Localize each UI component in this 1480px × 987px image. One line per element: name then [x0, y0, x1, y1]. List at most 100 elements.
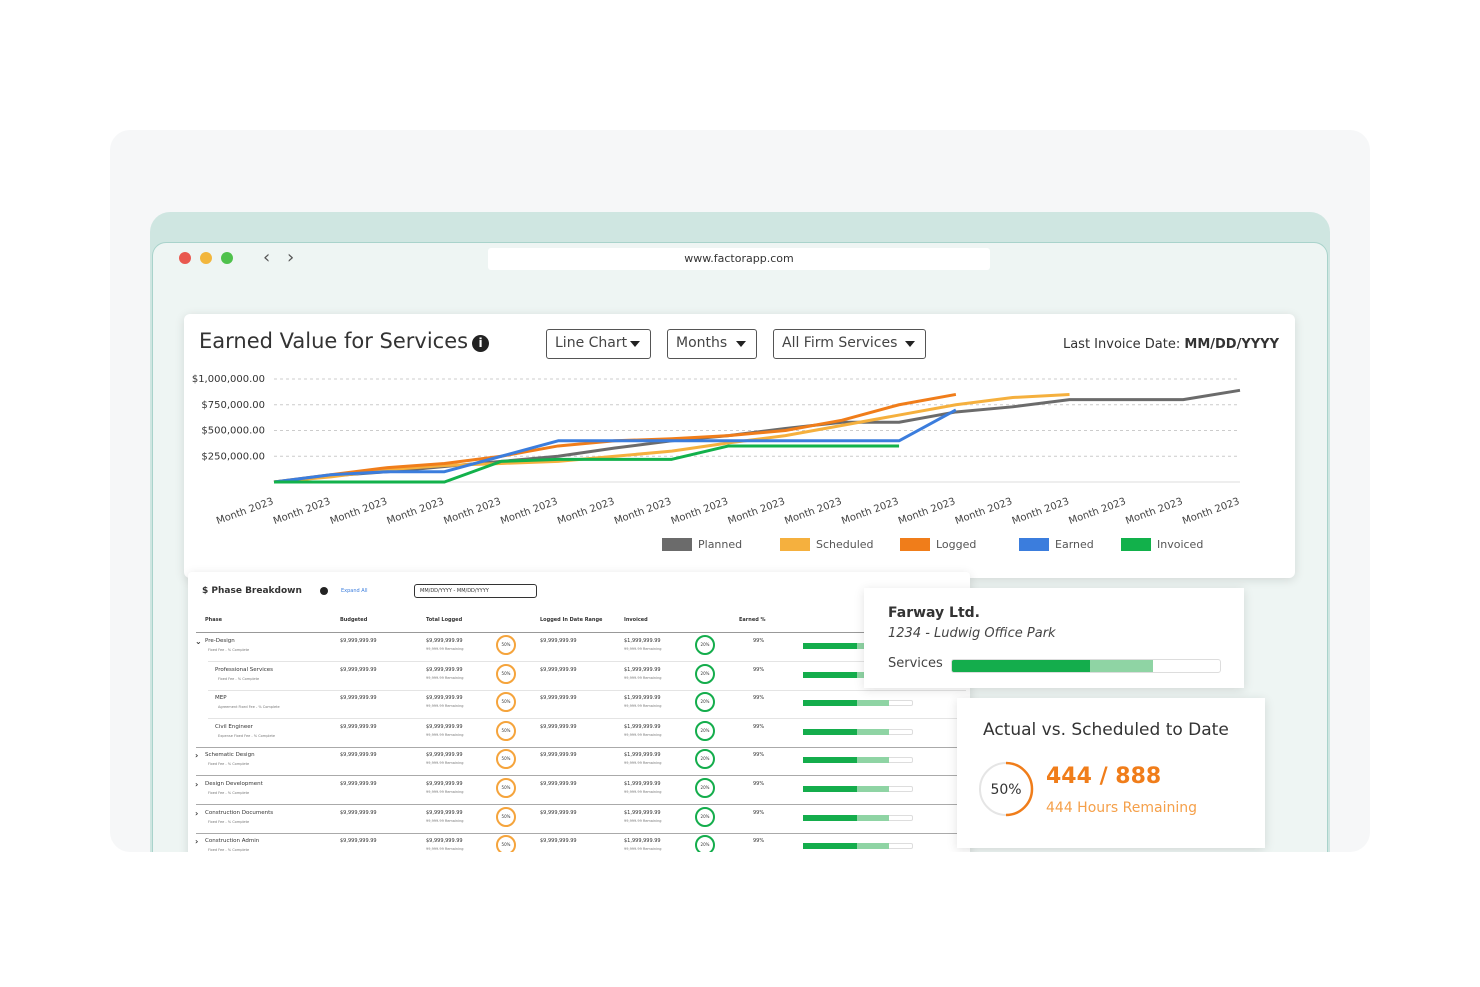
legend-swatch [900, 538, 930, 551]
x-tick-label: Month 2023 [613, 496, 673, 527]
expand-all[interactable]: Expand All [341, 588, 368, 594]
phase-name: Design Development [205, 781, 263, 787]
forward-button[interactable]: › [287, 247, 295, 268]
invoiced: $1,999,999.99 [624, 838, 661, 845]
phase-breakdown-title: $ Phase Breakdown [202, 586, 302, 596]
earned-bar-actual [803, 728, 857, 735]
phase-name: Construction Documents [205, 809, 274, 816]
invoiced-ring: 20% [695, 663, 715, 684]
earned-pct: 99% [753, 838, 765, 845]
budgeted: $9,999,999.99 [340, 723, 377, 730]
column-header: Total Logged [426, 617, 463, 623]
logged-ring: 50% [496, 635, 516, 655]
x-tick-label: Month 2023 [386, 496, 446, 527]
expand-toggle: › [195, 780, 199, 789]
close-button[interactable] [179, 252, 191, 264]
x-tick-label: Month 2023 [1181, 496, 1241, 527]
logged-in-range: $9,999,999.99 [540, 809, 577, 816]
x-tick-label: Month 2023 [1067, 496, 1127, 527]
invoiced-remaining: 99,999.99 Remaining [624, 704, 662, 709]
earned-pct: 99% [753, 781, 765, 787]
invoiced: $1,999,999.99 [624, 666, 661, 673]
logged-remaining: 99,999.99 Remaining [426, 647, 464, 651]
budgeted: $9,999,999.99 [340, 752, 377, 759]
logged-in-range: $9,999,999.99 [540, 723, 577, 730]
last-invoice-label: Last Invoice Date: [1062, 337, 1181, 352]
expand-toggle: ⌄ [195, 637, 202, 646]
invoiced: $1,999,999.99 [624, 752, 661, 759]
total-logged: $9,999,999.99 [426, 695, 463, 702]
services-dropdown[interactable]: All Firm Services [773, 329, 926, 359]
logged-in-range: $9,999,999.99 [540, 666, 577, 673]
actual-title: Actual vs. Scheduled to Date [983, 720, 1229, 740]
budgeted: $9,999,999.99 [340, 809, 377, 816]
chart: $250,000.00 $500,000.00 $750,000.00 $1,000,… [192, 374, 1241, 551]
invoiced-remaining: 99,999.99 Remaining [624, 732, 662, 737]
chart-type-dropdown[interactable]: Line Chart [546, 329, 651, 359]
logged-ring: 50% [496, 778, 516, 798]
total-logged: $9,999,999.99 [426, 638, 463, 644]
hours-remaining: 444 Hours Remaining [1046, 800, 1197, 816]
info-icon[interactable]: i [472, 335, 489, 352]
series-line [273, 392, 957, 484]
ring-progress [1005, 761, 1034, 817]
logged-in-range: $9,999,999.99 [540, 752, 577, 759]
legend-swatch [780, 538, 810, 551]
maximize-button[interactable] [221, 252, 233, 264]
earned-pct: 99% [753, 638, 765, 644]
services-label: Services [888, 656, 943, 671]
client-card: Farway Ltd. 1234 - Ludwig Office Park Se… [864, 588, 1244, 688]
column-header: Invoiced [624, 617, 648, 623]
logged-remaining: 99,999.99 Remaining [426, 847, 464, 852]
date-range-input[interactable]: MM/DD/YYYY - MM/DD/YYYY [414, 584, 537, 598]
client-name: Farway Ltd. [888, 605, 980, 621]
x-tick-label: Month 2023 [329, 496, 389, 527]
invoiced-remaining: 99,999.99 Remaining [624, 790, 662, 794]
x-tick-label: Month 2023 [670, 496, 730, 527]
invoiced-remaining: 99,999.99 Remaining [624, 647, 662, 651]
minimize-button[interactable] [200, 252, 212, 264]
total-logged: $9,999,999.99 [426, 666, 463, 673]
url-bar[interactable]: www.factorapp.com [488, 248, 990, 270]
invoiced-remaining: 99,999.99 Remaining [624, 847, 662, 852]
logged-remaining: 99,999.99 Remaining [426, 704, 464, 709]
logged-in-range: $9,999,999.99 [540, 781, 577, 787]
invoiced-remaining: 99,999.99 Remaining [624, 761, 662, 766]
earned-pct: 99% [753, 752, 765, 759]
legend-swatch [662, 538, 692, 551]
back-button[interactable]: ‹ [263, 247, 271, 268]
earned-bar-actual [803, 757, 857, 764]
row-rule [208, 661, 966, 662]
logged-remaining: 99,999.99 Remaining [426, 790, 464, 794]
earned-bar-actual [803, 843, 857, 850]
services-bar [951, 659, 1221, 673]
info-icon[interactable] [320, 587, 328, 595]
x-tick-label: Month 2023 [897, 496, 957, 527]
series-line [273, 392, 1070, 484]
phase-note: Expense Fixed Fee - % Complete [218, 733, 276, 738]
logged-ring: 50% [496, 692, 516, 713]
phase-note: Fixed Fee - % Complete [208, 848, 250, 852]
hours-ratio: 444 / 888 [1046, 764, 1162, 789]
invoiced: $1,999,999.99 [624, 723, 661, 730]
x-tick-label: Month 2023 [1124, 496, 1184, 527]
phase-note: Agreement Fixed Fee - % Complete [218, 705, 280, 710]
ring-label: 50% [990, 782, 1021, 798]
y-tick-label: $750,000.00 [201, 400, 265, 411]
viewport: ‹ › www.factorapp.com $250,000.00 $500,00… [150, 212, 1330, 852]
expand-toggle: › [195, 751, 199, 761]
series-line [273, 408, 957, 484]
total-logged: $9,999,999.99 [426, 838, 463, 845]
phase-breakdown-card: $ Phase Breakdown Expand All MM/DD/YYYY … [188, 572, 970, 852]
logged-in-range: $9,999,999.99 [540, 695, 577, 702]
invoiced-ring: 20% [695, 749, 715, 770]
phase-note: Fixed Fee - % Complete [208, 819, 250, 824]
row-rule [208, 689, 966, 691]
invoiced: $1,999,999.99 [624, 781, 661, 787]
invoiced-ring: 20% [695, 778, 715, 798]
period-dropdown[interactable]: Months [667, 329, 757, 359]
actual-fill [952, 660, 1090, 672]
logged-in-range: $9,999,999.99 [540, 638, 577, 644]
x-tick-label: Month 2023 [726, 496, 786, 527]
